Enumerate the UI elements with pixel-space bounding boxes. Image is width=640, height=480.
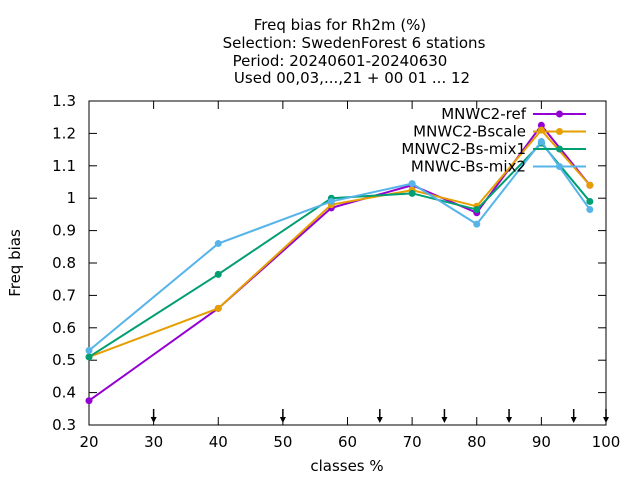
class-limit-arrow-head <box>279 417 286 423</box>
data-point <box>586 197 594 205</box>
y-tick-label: 0.3 <box>52 416 76 434</box>
data-point <box>537 126 545 134</box>
class-limit-arrow-head <box>150 417 157 423</box>
y-axis-label: Freq bias <box>6 229 24 297</box>
x-tick-label: 90 <box>532 433 551 451</box>
x-tick-label: 50 <box>273 433 292 451</box>
y-tick-label: 0.7 <box>52 286 76 304</box>
y-tick-label: 0.9 <box>52 222 76 240</box>
x-tick-label: 100 <box>592 433 621 451</box>
data-point <box>586 206 594 214</box>
class-limit-arrow-head <box>570 417 577 423</box>
title-line-2: Selection: SwedenForest 6 stations <box>223 34 486 52</box>
legend-label: MNWC2-Bscale <box>413 123 526 141</box>
data-point <box>214 304 222 312</box>
x-tick-label: 30 <box>144 433 163 451</box>
class-limit-arrow-head <box>376 417 383 423</box>
y-tick-label: 0.4 <box>52 384 76 402</box>
x-tick-label: 70 <box>403 433 422 451</box>
y-tick-label: 1 <box>66 189 76 207</box>
data-point <box>537 121 545 129</box>
legend-swatch-marker <box>556 128 563 135</box>
x-axis: 20 30 40 50 60 70 80 90 100 <box>79 101 620 451</box>
data-point <box>85 353 93 361</box>
class-limit-arrow-head <box>441 417 448 423</box>
data-point <box>537 138 545 145</box>
x-tick-label: 20 <box>79 433 98 451</box>
x-tick-label: 80 <box>467 433 486 451</box>
data-point <box>586 181 594 189</box>
y-tick-label: 1.3 <box>52 92 76 110</box>
legend-swatch-marker <box>556 145 563 153</box>
data-point <box>214 270 222 278</box>
data-point <box>473 206 481 214</box>
data-point <box>214 240 222 248</box>
x-tick-label: 60 <box>338 433 357 451</box>
y-tick-label: 0.8 <box>52 254 76 272</box>
series-lines <box>85 121 594 405</box>
legend-label: MNWC-Bs-mix2 <box>411 158 526 176</box>
x-tick-label: 40 <box>209 433 228 451</box>
title-line-1: Freq bias for Rh2m (%) <box>254 16 427 34</box>
legend: MNWC2-refMNWC2-BscaleMNWC2-Bs-mix1MNWC-B… <box>401 105 586 176</box>
x-axis-label: classes % <box>310 457 383 475</box>
legend-swatch-marker <box>556 163 563 170</box>
y-tick-label: 0.6 <box>52 319 76 337</box>
class-limit-arrow-head <box>506 417 513 423</box>
data-point <box>473 220 481 228</box>
legend-swatch-marker <box>556 110 563 118</box>
y-axis: 0.3 0.4 0.5 0.6 0.7 0.8 0.9 1 1.1 1.2 1.3 <box>52 92 606 434</box>
class-limit-markers <box>150 409 609 423</box>
title-line-4: Used 00,03,...,21 + 00 01 ... 12 <box>234 69 470 87</box>
y-tick-label: 1.1 <box>52 157 76 175</box>
y-tick-label: 0.5 <box>52 351 76 369</box>
series-4 <box>85 138 594 354</box>
data-point <box>408 180 416 188</box>
legend-label: MNWC2-Bs-mix1 <box>401 140 526 158</box>
title-line-3: Period: 20240601-20240630 <box>233 52 448 70</box>
chart-title: Freq bias for Rh2m (%) Selection: Sweden… <box>223 16 486 87</box>
data-point <box>85 346 93 354</box>
data-point <box>408 189 416 197</box>
data-point <box>327 197 335 205</box>
plot-frame <box>88 100 607 426</box>
data-point <box>85 397 93 405</box>
class-limit-arrow-head <box>603 417 609 423</box>
y-tick-label: 1.2 <box>52 124 76 142</box>
legend-label: MNWC2-ref <box>441 105 526 123</box>
